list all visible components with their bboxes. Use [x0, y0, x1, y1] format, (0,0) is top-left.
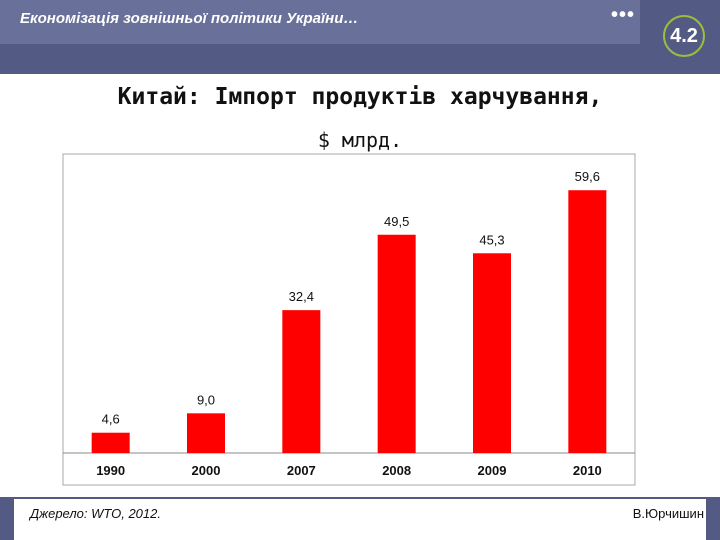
value-label-2007: 32,4	[289, 289, 314, 304]
bar-2010	[568, 190, 607, 453]
chart-frame	[62, 153, 636, 486]
source-note: Джерело: WTO, 2012.	[30, 506, 161, 521]
x-tick-label-2008: 2008	[382, 463, 411, 478]
x-tick-label-2000: 2000	[192, 463, 221, 478]
header-title: Економізація зовнішньої політики України…	[20, 10, 359, 27]
header-strip	[0, 0, 640, 44]
value-label-2010: 59,6	[575, 169, 600, 184]
x-tick-label-2009: 2009	[478, 463, 507, 478]
bar-2008	[377, 234, 416, 453]
bar-2000	[187, 413, 225, 453]
bar-2007	[282, 310, 321, 453]
slide-number-badge: 4.2	[663, 15, 705, 57]
footer-line	[0, 497, 720, 499]
x-tick-label-2007: 2007	[287, 463, 316, 478]
value-label-1990: 4,6	[102, 412, 120, 427]
footer-left-block	[0, 497, 14, 540]
slide-title: Китай: Імпорт продуктів харчування,	[117, 84, 603, 110]
footer-right-block	[706, 497, 720, 540]
bar-1990	[91, 432, 130, 453]
x-tick-label-2010: 2010	[573, 463, 602, 478]
bar-chart: 4,6 1990 9,0 2000 32,4 2007 49,5 2008 45,3 2009 59…	[62, 153, 636, 486]
more-dots-icon: •••	[611, 4, 636, 26]
slide-subtitle: $ млрд.	[317, 128, 403, 152]
value-label-2009: 45,3	[479, 232, 504, 247]
bar-2009	[473, 253, 511, 453]
author-name: В.Юрчишин	[632, 506, 704, 521]
x-tick-label-1990: 1990	[96, 463, 125, 478]
value-label-2000: 9,0	[197, 392, 215, 407]
value-label-2008: 49,5	[384, 214, 409, 229]
